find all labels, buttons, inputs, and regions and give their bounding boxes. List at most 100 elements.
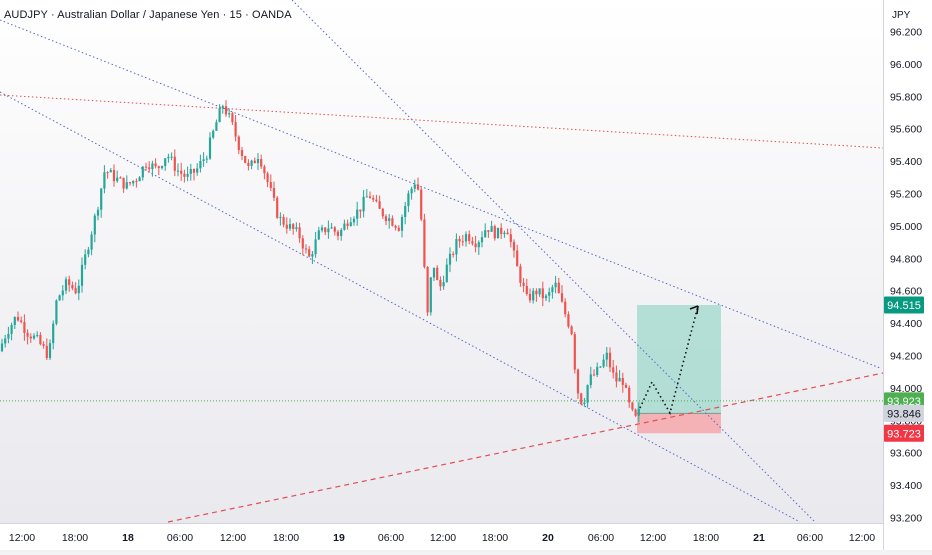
candle-body [90, 234, 93, 250]
candle-body [167, 156, 170, 159]
candle-body [282, 217, 285, 225]
candle-body [212, 130, 215, 138]
candle-body [404, 206, 407, 218]
candle-body [320, 227, 324, 231]
candle-body [119, 177, 122, 179]
candle-body [151, 163, 154, 170]
candle-body [391, 218, 394, 226]
candle-body [269, 182, 272, 188]
candle-body [352, 218, 356, 223]
candle-body [48, 343, 52, 359]
y-tick-label: 96.000 [890, 59, 922, 71]
x-tick-label: 18:00 [482, 532, 508, 544]
candle-body [429, 277, 432, 313]
candle-body [487, 230, 490, 232]
entry-price-tag [884, 404, 924, 422]
candle-body [135, 180, 138, 182]
price-axis-panel [883, 0, 932, 550]
candle-body [461, 241, 464, 243]
currency-label: JPY [892, 10, 911, 21]
candle-body [122, 177, 125, 189]
candle-body [205, 158, 208, 160]
candle-body [621, 377, 624, 385]
candle-body [29, 336, 32, 339]
candle-body [157, 166, 160, 169]
candle-body [285, 224, 288, 229]
candle-body [528, 293, 532, 301]
candle-body [634, 409, 637, 416]
candle-body [240, 150, 244, 157]
candle-body [32, 335, 36, 339]
candle-body [128, 182, 132, 184]
candle-body [583, 402, 586, 404]
candle-body [144, 166, 148, 168]
candle-body [10, 324, 13, 334]
candle-body [68, 279, 71, 286]
candle-body [234, 122, 237, 137]
x-tick-label: 12:00 [640, 532, 666, 544]
candle-body [356, 209, 359, 219]
candle-body [618, 377, 621, 382]
candle-body [327, 228, 330, 233]
candle-body [58, 295, 61, 301]
candle-body [71, 285, 74, 289]
candle-body [125, 182, 128, 189]
candle-body [637, 408, 640, 416]
candle-body [346, 223, 349, 226]
candle-body [464, 234, 468, 242]
candle-body [624, 384, 628, 388]
candle-body [253, 160, 256, 164]
candle-body [599, 366, 602, 368]
candle-body [192, 169, 196, 173]
candle-body [592, 374, 596, 376]
x-tick-label: 06:00 [588, 532, 614, 544]
candle-body [173, 156, 176, 171]
candle-body [368, 196, 372, 199]
candle-body [512, 241, 516, 251]
candle-body [564, 301, 567, 315]
candle-body [0, 343, 4, 352]
candle-body [480, 237, 484, 243]
candle-body [333, 227, 336, 232]
candle-body [580, 393, 583, 404]
candle-body [61, 290, 64, 296]
candle-body [445, 264, 448, 283]
y-tick-label: 93.200 [890, 513, 922, 525]
candle-body [272, 187, 276, 198]
candle-body [384, 216, 388, 222]
candle-body [586, 385, 589, 403]
candle-body [7, 333, 10, 339]
candle-body [532, 290, 535, 301]
candle-body [263, 166, 266, 174]
candle-body [525, 285, 528, 294]
candle-body [628, 387, 631, 403]
candle-body [80, 264, 84, 286]
channel-upper-line [0, 19, 881, 369]
candle-body [458, 238, 461, 242]
candle-body [199, 161, 202, 169]
candle-body [221, 106, 224, 109]
candle-body [410, 188, 413, 194]
candle-body [324, 227, 327, 233]
y-tick-label: 95.800 [890, 91, 922, 103]
candle-body [231, 113, 234, 123]
candle-body [228, 113, 231, 115]
candle-body [154, 163, 157, 167]
candle-body [308, 249, 311, 257]
candle-body [596, 366, 599, 376]
candle-body [448, 253, 452, 265]
projection-path [639, 305, 699, 416]
candle-body [298, 227, 301, 239]
candle-body [615, 372, 618, 382]
candle-body [538, 288, 541, 295]
plot-background [0, 0, 883, 523]
stop-price-label: 93.723 [887, 428, 921, 440]
candle-body [407, 193, 410, 207]
candle-body [477, 242, 480, 248]
candle-body [266, 173, 269, 183]
candle-body [141, 166, 144, 178]
x-tick-label: 06:00 [167, 532, 193, 544]
x-tick-label: 18:00 [693, 532, 719, 544]
candle-body [416, 184, 420, 190]
